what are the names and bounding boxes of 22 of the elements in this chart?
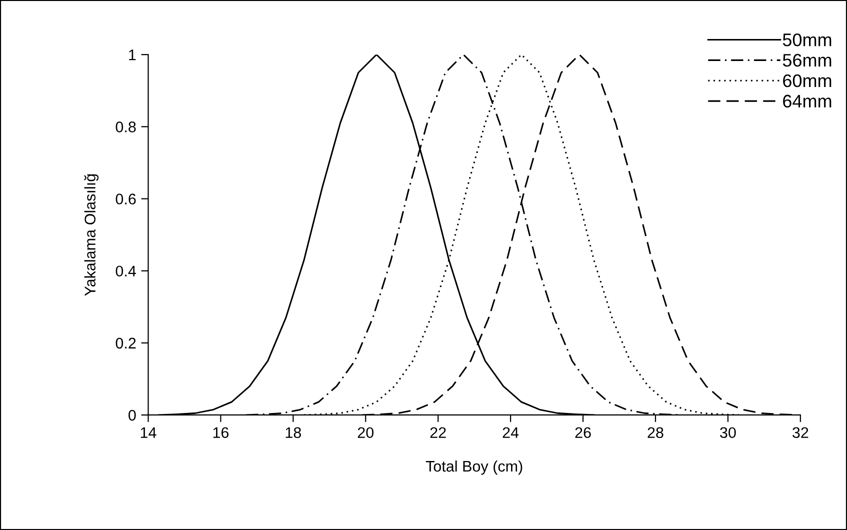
y-tick-label: 0.2 [116, 338, 136, 349]
x-axis-title: Total Boy (cm) [426, 460, 522, 475]
legend-label: 60mm [783, 74, 832, 88]
y-tick-label: 0.8 [116, 122, 136, 132]
y-tick-label: 0.4 [116, 266, 136, 277]
x-tick-label: 20 [358, 427, 374, 438]
legend-label: 56mm [782, 54, 832, 67]
legend-label: 50mm [782, 33, 832, 46]
x-tick-label: 18 [286, 427, 301, 438]
y-tick-label: 0 [128, 410, 136, 421]
x-tick-label: 16 [213, 427, 229, 438]
x-tick-label: 14 [140, 427, 156, 438]
x-tick-label: 24 [502, 427, 519, 438]
y-axis-title: Yakalama Olasılığ [84, 174, 99, 296]
x-tick-label: 32 [792, 427, 808, 438]
y-tick-label: 0.6 [116, 194, 136, 204]
legend-label: 64mm [783, 94, 832, 108]
x-tick-label: 22 [430, 427, 446, 438]
x-tick-label: 26 [575, 427, 591, 438]
x-tick-label: 28 [648, 427, 664, 438]
x-tick-label: 30 [720, 427, 736, 438]
y-tick-label: 1 [129, 50, 136, 60]
